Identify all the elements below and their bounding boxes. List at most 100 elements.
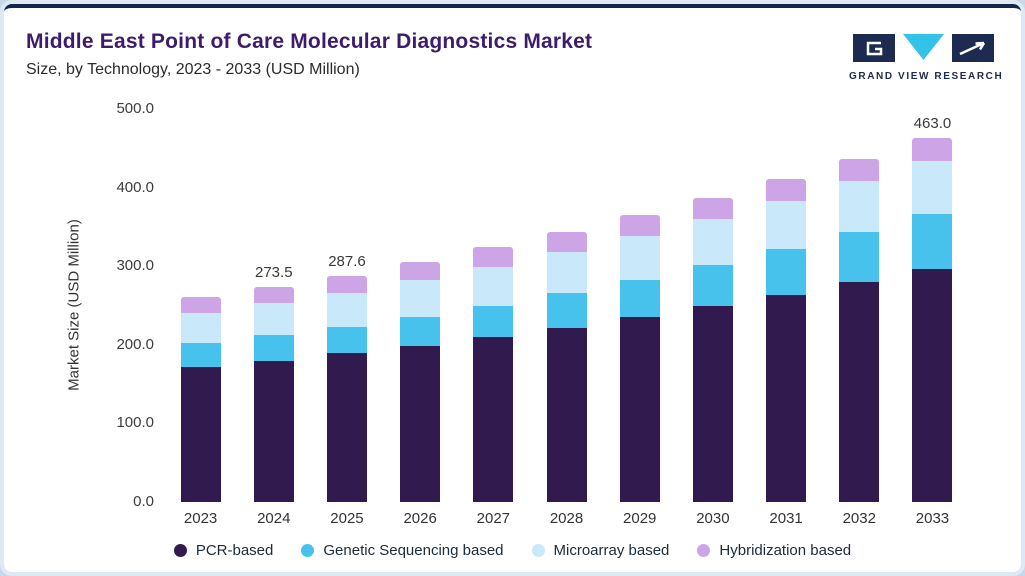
x-tick-label-2025: 2025 bbox=[330, 510, 364, 527]
legend-dot-microarray-based bbox=[531, 544, 545, 557]
legend-dot-pcr-based bbox=[173, 544, 187, 557]
x-tick-label-2030: 2030 bbox=[696, 510, 730, 527]
segment-genetic-sequencing-based-2032 bbox=[839, 231, 880, 282]
grand-view-research-logo: GRAND VIEW RESEARCH bbox=[849, 34, 1004, 82]
legend: PCR-based Genetic Sequencing based Microar… bbox=[4, 542, 1021, 559]
y-tick-label: 300.0 bbox=[116, 257, 154, 275]
x-tick-label-2027: 2027 bbox=[476, 510, 511, 527]
page-title: Middle East Point of Care Molecular Diag… bbox=[26, 30, 593, 53]
segment-genetic-sequencing-based-2025 bbox=[326, 326, 367, 354]
segment-microarray-based-2029 bbox=[619, 236, 660, 280]
segment-hybridization-based-2026 bbox=[400, 262, 441, 281]
bar-stack-2030 bbox=[692, 197, 733, 502]
bar-2029 bbox=[603, 109, 676, 502]
segment-hybridization-based-2030 bbox=[692, 197, 733, 220]
legend-dot-genetic-sequencing-based bbox=[301, 544, 315, 557]
segment-microarray-based-2026 bbox=[400, 280, 441, 317]
segment-microarray-based-2028 bbox=[546, 252, 587, 293]
segment-pcr-based-2031 bbox=[766, 294, 807, 502]
segment-genetic-sequencing-based-2027 bbox=[473, 305, 514, 337]
logo-text: GRAND VIEW RESEARCH bbox=[849, 71, 1004, 82]
segment-pcr-based-2023 bbox=[180, 366, 221, 502]
segment-genetic-sequencing-based-2031 bbox=[766, 248, 807, 295]
x-tick-label-2033: 2033 bbox=[915, 510, 950, 527]
bar-2031 bbox=[750, 109, 823, 502]
segment-pcr-based-2028 bbox=[546, 327, 587, 502]
bar-2026 bbox=[384, 109, 457, 502]
segment-microarray-based-2030 bbox=[692, 219, 733, 265]
segment-hybridization-based-2031 bbox=[766, 179, 807, 202]
segment-genetic-sequencing-based-2024 bbox=[253, 335, 294, 361]
header: Middle East Point of Care Molecular Diag… bbox=[26, 30, 592, 79]
y-tick-label: 100.0 bbox=[116, 414, 154, 432]
bar-2024: 273.5 bbox=[237, 109, 310, 502]
segment-microarray-based-2025 bbox=[326, 292, 367, 327]
bar-2028 bbox=[530, 109, 603, 502]
bar-stack-2031 bbox=[766, 179, 807, 502]
segment-pcr-based-2027 bbox=[473, 336, 514, 502]
x-tick-label-2028: 2028 bbox=[549, 510, 584, 527]
segment-genetic-sequencing-based-2030 bbox=[692, 264, 733, 307]
bar-2025: 287.6 bbox=[310, 109, 383, 502]
segment-microarray-based-2027 bbox=[473, 267, 514, 306]
segment-pcr-based-2024 bbox=[253, 360, 294, 502]
bar-2030 bbox=[676, 109, 749, 502]
x-tick-label-2031: 2031 bbox=[769, 510, 803, 527]
segment-genetic-sequencing-based-2028 bbox=[546, 292, 587, 328]
x-axis-labels: 2023 2024 2025 2026 2027 2028 2029 2030 2031 2032… bbox=[164, 510, 969, 527]
bar-stack-2025 bbox=[326, 275, 367, 502]
plot-area: 273.5 287.6 463.0 bbox=[164, 109, 969, 502]
legend-item-genetic-sequencing-based: Genetic Sequencing based bbox=[301, 542, 504, 559]
bar-2033: 463.0 bbox=[896, 109, 969, 502]
segment-genetic-sequencing-based-2033 bbox=[912, 213, 953, 269]
segment-microarray-based-2033 bbox=[912, 160, 953, 214]
page-subtitle: Size, by Technology, 2023 - 2033 (USD Mi… bbox=[26, 61, 360, 78]
segment-hybridization-based-2025 bbox=[326, 275, 367, 293]
bar-value-label-2024: 273.5 bbox=[255, 264, 293, 282]
bar-value-label-2033: 463.0 bbox=[913, 115, 952, 133]
segment-microarray-based-2023 bbox=[180, 312, 221, 344]
x-tick-label-2032: 2032 bbox=[842, 510, 876, 527]
legend-label-genetic-sequencing-based: Genetic Sequencing based bbox=[323, 542, 504, 559]
segment-genetic-sequencing-based-2029 bbox=[619, 279, 660, 318]
segment-pcr-based-2025 bbox=[326, 353, 367, 502]
segment-pcr-based-2033 bbox=[912, 268, 953, 502]
segment-hybridization-based-2023 bbox=[180, 296, 221, 313]
y-axis-title: Market Size (USD Million) bbox=[65, 219, 83, 391]
legend-dot-hybridization-based bbox=[697, 544, 711, 557]
grand-view-research-logo-mark bbox=[852, 34, 994, 62]
segment-hybridization-based-2033 bbox=[912, 138, 953, 161]
bar-2023 bbox=[164, 109, 237, 502]
bar-stack-2023 bbox=[180, 296, 221, 502]
bar-value-label-2025: 287.6 bbox=[328, 252, 366, 270]
bar-stack-2024 bbox=[253, 287, 294, 502]
y-tick-label: 400.0 bbox=[116, 178, 154, 196]
legend-item-microarray-based: Microarray based bbox=[531, 542, 670, 559]
segment-hybridization-based-2027 bbox=[473, 247, 514, 268]
bar-stack-2032 bbox=[839, 159, 880, 502]
segment-pcr-based-2032 bbox=[839, 281, 880, 502]
segment-genetic-sequencing-based-2023 bbox=[180, 343, 221, 367]
legend-label-hybridization-based: Hybridization based bbox=[719, 542, 852, 559]
segment-microarray-based-2031 bbox=[766, 201, 807, 249]
y-tick-label: 0.0 bbox=[133, 493, 154, 510]
x-tick-label-2023: 2023 bbox=[183, 510, 218, 527]
legend-item-pcr-based: PCR-based bbox=[173, 542, 274, 559]
segment-microarray-based-2032 bbox=[839, 181, 880, 232]
bar-2032 bbox=[823, 109, 896, 502]
x-tick-label-2024: 2024 bbox=[257, 510, 291, 527]
segment-pcr-based-2026 bbox=[400, 345, 441, 502]
y-axis-ticks: 0.0 100.0 200.0 300.0 400.0 500.0 bbox=[90, 100, 154, 510]
legend-label-microarray-based: Microarray based bbox=[553, 542, 670, 559]
bar-stack-2027 bbox=[473, 247, 514, 502]
segment-pcr-based-2029 bbox=[619, 317, 660, 502]
y-tick-label: 200.0 bbox=[116, 335, 154, 353]
segment-microarray-based-2024 bbox=[253, 303, 294, 336]
segment-genetic-sequencing-based-2026 bbox=[400, 316, 441, 346]
bar-stack-2029 bbox=[619, 215, 660, 502]
bar-2027 bbox=[457, 109, 530, 502]
bar-stack-2028 bbox=[546, 231, 587, 502]
legend-label-pcr-based: PCR-based bbox=[195, 542, 274, 559]
segment-hybridization-based-2032 bbox=[839, 159, 880, 182]
